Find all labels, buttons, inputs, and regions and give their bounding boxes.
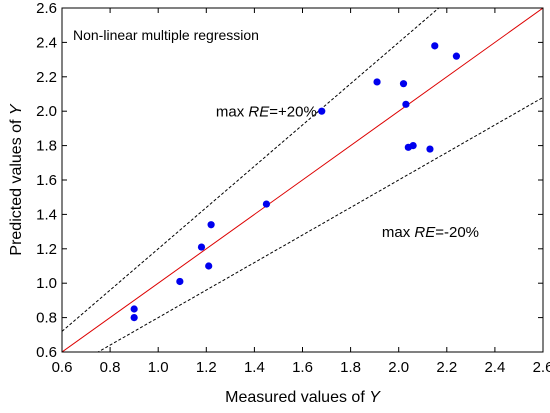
data-points [130,42,461,322]
y-tick-label: 2.0 [36,103,57,120]
x-tick-label: 2.2 [436,359,457,376]
x-axis-ticks: 0.6 0.8 1.0 1.2 1.4 1.6 1.8 2.0 2.2 2.4 2.6 [52,8,550,376]
annotation-suffix: =+20% [269,103,317,120]
x-tick-label: 0.6 [52,359,73,376]
y-axis-ticks: 0.6 0.8 1.0 1.2 1.4 1.6 1.8 2.0 2.2 2.4 2.6 [36,0,543,361]
data-point [130,314,138,322]
data-point [197,243,206,251]
x-axis-label-var: Y [369,389,381,406]
annotation-var: RE [414,224,436,241]
data-point [426,145,434,153]
annotation-suffix: =-20% [435,224,479,241]
data-point [318,107,326,115]
y-axis-label: Predicted values of Y [8,103,25,256]
annotation-max-re-minus: max RE=-20% [382,224,479,241]
y-tick-label: 1.8 [36,138,57,155]
y-tick-label: 2.4 [36,34,57,51]
data-point [130,305,138,313]
x-axis-label-text: Measured values of [225,389,369,406]
y-tick-label: 0.6 [36,344,57,361]
reference-line-2 [97,97,543,352]
data-point [431,42,439,50]
y-axis-label-var: Y [8,103,25,115]
reference-line-0 [62,8,543,352]
x-axis-label: Measured values of Y [225,389,381,406]
y-tick-label: 1.2 [36,241,57,258]
data-point [452,52,461,60]
annotation-prefix: max [382,224,415,241]
annotation-max-re-plus: max RE=+20% [216,103,317,120]
x-tick-label: 1.6 [292,359,313,376]
x-tick-label: 1.4 [244,359,265,376]
y-tick-label: 1.4 [36,206,57,223]
y-tick-label: 0.8 [36,310,57,327]
y-tick-label: 2.6 [36,0,57,17]
data-point [409,142,417,150]
x-tick-label: 1.8 [340,359,361,376]
x-tick-label: 2.4 [484,359,505,376]
y-tick-label: 1.0 [36,275,57,292]
data-point [176,277,184,286]
x-tick-label: 2.6 [533,359,550,376]
y-axis-label-text: Predicted values of [8,115,25,256]
reference-line-1 [62,8,440,332]
x-tick-label: 0.8 [100,359,121,376]
annotation-prefix: max [216,103,249,120]
data-point [205,262,213,270]
data-point [399,80,408,88]
x-tick-label: 2.0 [388,359,409,376]
data-point [207,221,215,229]
y-tick-label: 2.2 [36,69,57,86]
reference-lines [62,8,543,352]
chart-title: Non-linear multiple regression [73,27,259,43]
x-tick-label: 1.0 [148,359,169,376]
data-point [373,78,381,86]
data-point [262,200,271,208]
annotation-var: RE [248,103,270,120]
data-point [402,100,410,108]
x-tick-label: 1.2 [196,359,217,376]
y-tick-label: 1.6 [36,172,57,189]
